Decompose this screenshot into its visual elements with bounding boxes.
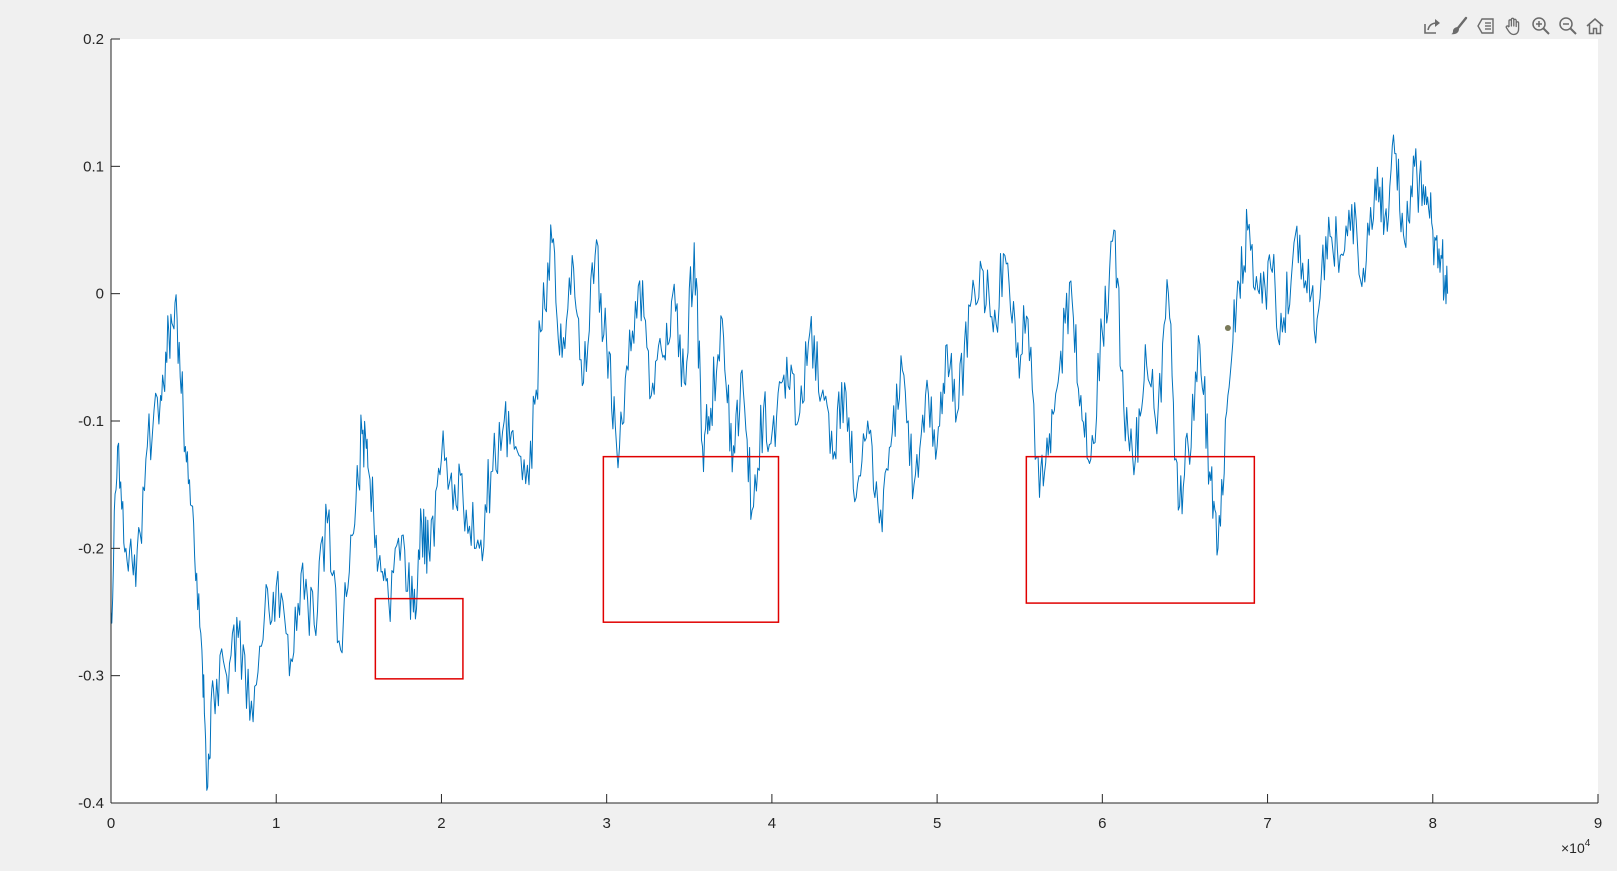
x-tick-label: 7	[1263, 815, 1271, 832]
x-tick-label: 3	[602, 815, 610, 832]
x-tick-label: 5	[933, 815, 941, 832]
annotation-rectangle-2	[602, 455, 780, 623]
axes-toolbar	[1421, 14, 1606, 38]
y-tick-label: 0.2	[83, 31, 104, 48]
x-tick-label: 4	[768, 815, 776, 832]
zoom-out-icon[interactable]	[1557, 15, 1579, 37]
y-tick-label: 0	[96, 286, 104, 303]
axes-background	[111, 39, 1598, 803]
x-tick-label: 8	[1429, 815, 1437, 832]
legend-icon[interactable]	[1475, 15, 1497, 37]
zoom-in-icon[interactable]	[1530, 15, 1552, 37]
annotation-rectangle-1	[374, 597, 464, 680]
export-icon[interactable]	[1421, 15, 1443, 37]
x-tick-label: 0	[107, 815, 115, 832]
x-tick-label: 9	[1594, 815, 1602, 832]
y-tick-label: -0.2	[78, 540, 104, 557]
y-tick-label: -0.1	[78, 413, 104, 430]
home-icon[interactable]	[1584, 15, 1606, 37]
x-tick-label: 1	[272, 815, 280, 832]
annotation-rectangle-3	[1025, 455, 1256, 604]
datatip-marker[interactable]	[1224, 325, 1231, 332]
x-tick-label: 2	[437, 815, 445, 832]
y-tick-label: -0.3	[78, 668, 104, 685]
x-exponent-label: ×104	[1561, 838, 1591, 856]
x-tick-label: 6	[1098, 815, 1106, 832]
y-tick-label: 0.1	[83, 158, 104, 175]
brush-icon[interactable]	[1448, 15, 1470, 37]
series-line	[110, 134, 1449, 791]
y-tick-label: -0.4	[78, 795, 104, 812]
pan-icon[interactable]	[1502, 15, 1524, 37]
